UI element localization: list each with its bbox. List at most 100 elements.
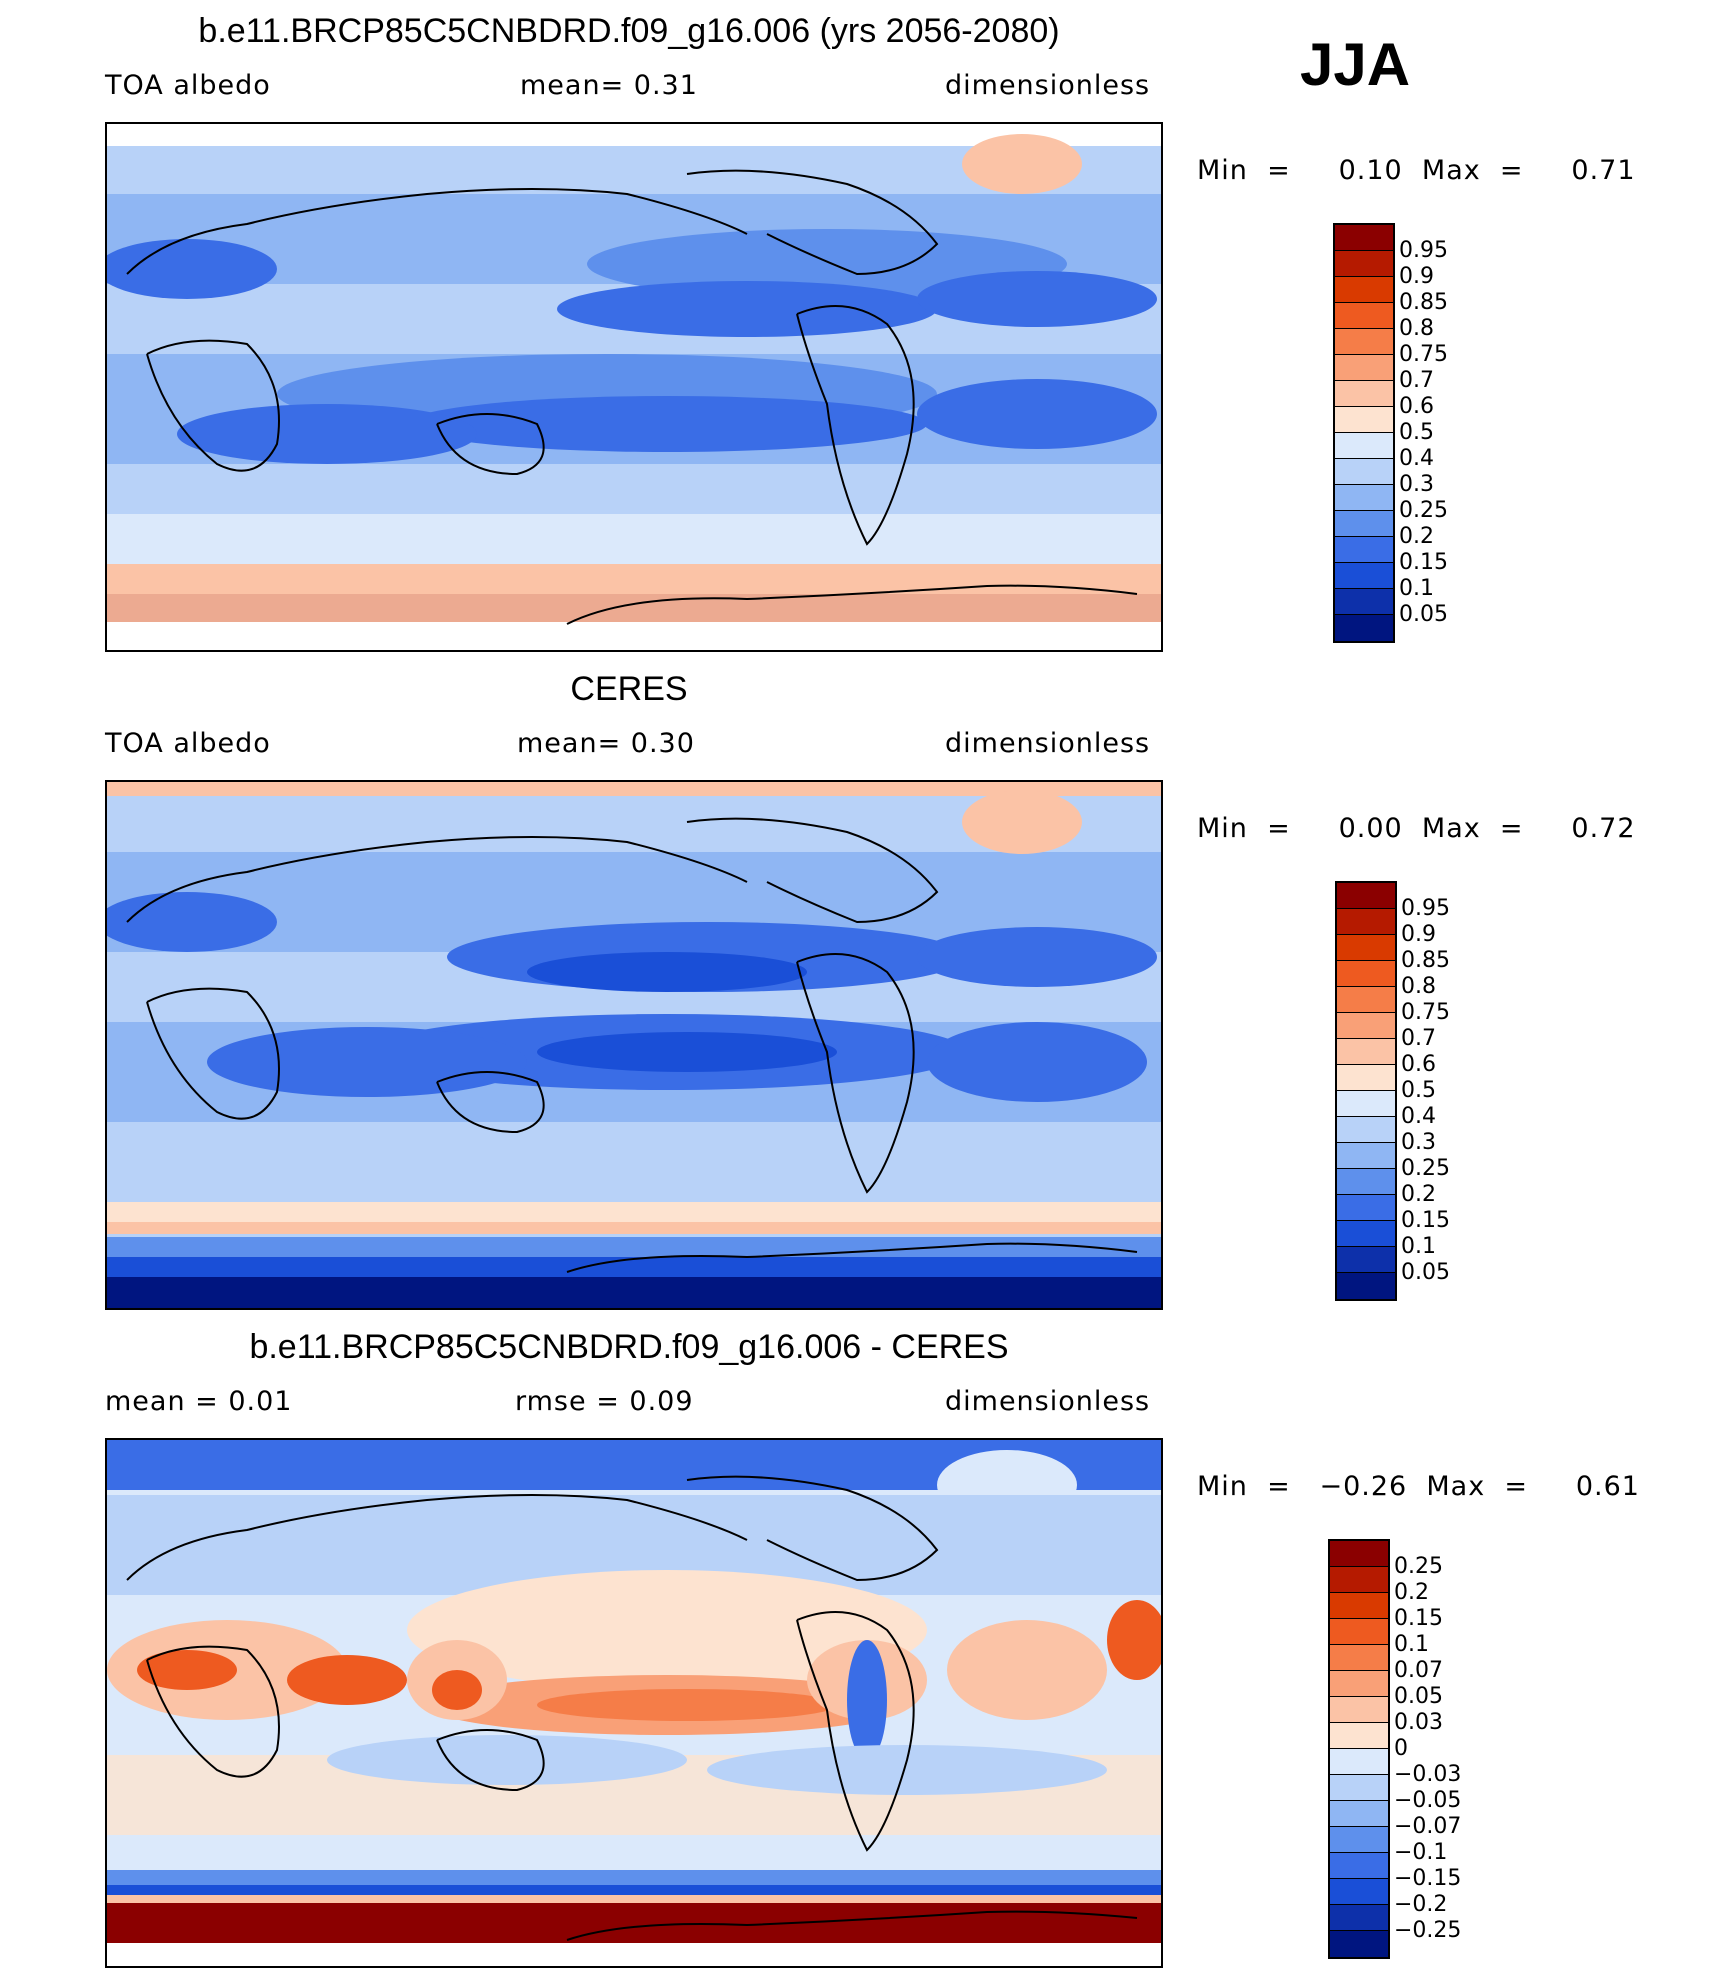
colorbar-label: 0.15 — [1394, 1606, 1443, 1631]
colorbar-swatch — [1337, 883, 1395, 909]
colorbar-label: 0.03 — [1394, 1710, 1443, 1735]
mean-label: mean = 0.01 — [105, 1386, 293, 1417]
colorbar-swatch — [1330, 1697, 1388, 1723]
colorbar-swatch — [1330, 1749, 1388, 1775]
colorbar-label: 0.95 — [1399, 238, 1448, 263]
colorbar-swatch — [1335, 433, 1393, 459]
units-label: dimensionless — [945, 728, 1151, 759]
colorbar-label: 0.05 — [1401, 1260, 1450, 1285]
colorbar-swatch — [1330, 1567, 1388, 1593]
colorbar-swatch — [1337, 1169, 1395, 1195]
colorbar-swatch — [1337, 909, 1395, 935]
colorbar-label: 0.3 — [1399, 472, 1434, 497]
colorbar-label: 0.1 — [1394, 1632, 1429, 1657]
panel-title-model: b.e11.BRCP85C5CNBDRD.f09_g16.006 (yrs 20… — [198, 12, 1060, 50]
colorbar-swatch — [1335, 511, 1393, 537]
colorbar-swatch — [1337, 1065, 1395, 1091]
units-label: dimensionless — [945, 1386, 1151, 1417]
colorbar-swatches — [1328, 1539, 1390, 1959]
colorbar-swatch — [1335, 355, 1393, 381]
colorbar-swatch — [1335, 589, 1393, 615]
colorbar-swatch — [1335, 381, 1393, 407]
colorbar-swatch — [1330, 1671, 1388, 1697]
minmax-model: Min = 0.10 Max = 0.71 — [1197, 155, 1636, 186]
colorbar-swatch — [1335, 251, 1393, 277]
colorbar-label: 0.05 — [1394, 1684, 1443, 1709]
colorbar-label: 0.4 — [1401, 1104, 1436, 1129]
colorbar-label: 0.8 — [1401, 974, 1436, 999]
minmax-obs: Min = 0.00 Max = 0.72 — [1197, 813, 1636, 844]
mean-label: mean= 0.31 — [520, 70, 698, 101]
colorbar-label: −0.2 — [1394, 1892, 1448, 1917]
colorbar-label: −0.25 — [1394, 1918, 1462, 1943]
colorbar-swatch — [1330, 1853, 1388, 1879]
colorbar-label: −0.07 — [1394, 1814, 1462, 1839]
colorbar-swatch — [1337, 935, 1395, 961]
colorbar-label: 0.9 — [1399, 264, 1434, 289]
colorbar-label: 0.95 — [1401, 896, 1450, 921]
colorbar-label: 0.25 — [1399, 498, 1448, 523]
colorbar-swatch — [1337, 1117, 1395, 1143]
colorbar-label: 0.3 — [1401, 1130, 1436, 1155]
colorbar-swatch — [1337, 1091, 1395, 1117]
colorbar-swatch — [1330, 1541, 1388, 1567]
colorbar-swatch — [1337, 1039, 1395, 1065]
colorbar-label: −0.15 — [1394, 1866, 1462, 1891]
colorbar-swatch — [1330, 1931, 1388, 1957]
colorbar-label: 0 — [1394, 1736, 1408, 1761]
colorbar-label: 0.15 — [1399, 550, 1448, 575]
colorbar-swatch — [1335, 277, 1393, 303]
colorbar-swatch — [1335, 615, 1393, 641]
colorbar-label: 0.5 — [1401, 1078, 1436, 1103]
colorbar-label: 0.07 — [1394, 1658, 1443, 1683]
colorbar-swatches — [1335, 881, 1397, 1301]
colorbar-label: 0.05 — [1399, 602, 1448, 627]
colorbar-swatch — [1337, 987, 1395, 1013]
colorbar-label: 0.85 — [1401, 948, 1450, 973]
colorbar-label: 0.25 — [1394, 1554, 1443, 1579]
colorbar-swatch — [1337, 961, 1395, 987]
colorbar-label: 0.4 — [1399, 446, 1434, 471]
colorbar-label: 0.9 — [1401, 922, 1436, 947]
variable-label: TOA albedo — [105, 70, 271, 101]
colorbar-label: −0.03 — [1394, 1762, 1462, 1787]
colorbar-label: 0.75 — [1399, 342, 1448, 367]
panel-title-obs: CERES — [570, 670, 688, 708]
colorbar-label: 0.25 — [1401, 1156, 1450, 1181]
colorbar-swatch — [1330, 1827, 1388, 1853]
colorbar-swatch — [1330, 1775, 1388, 1801]
colorbar-label: 0.75 — [1401, 1000, 1450, 1025]
variable-label: TOA albedo — [105, 728, 271, 759]
colorbar-swatch — [1335, 537, 1393, 563]
colorbar-swatch — [1330, 1645, 1388, 1671]
colorbar-label: 0.85 — [1399, 290, 1448, 315]
colorbar-label: 0.6 — [1401, 1052, 1436, 1077]
colorbar-swatch — [1337, 1273, 1395, 1299]
colorbar-label: −0.05 — [1394, 1788, 1462, 1813]
colorbar-swatch — [1330, 1879, 1388, 1905]
colorbar-label: 0.7 — [1401, 1026, 1436, 1051]
colorbar-swatch — [1337, 1247, 1395, 1273]
colorbar-swatch — [1337, 1195, 1395, 1221]
colorbar-swatch — [1335, 563, 1393, 589]
colorbar-swatch — [1335, 407, 1393, 433]
season-label: JJA — [1300, 31, 1411, 98]
colorbar-swatch — [1337, 1221, 1395, 1247]
colorbar-swatch — [1330, 1593, 1388, 1619]
colorbar-label: 0.15 — [1401, 1208, 1450, 1233]
colorbar-label: −0.1 — [1394, 1840, 1448, 1865]
units-label: dimensionless — [945, 70, 1151, 101]
colorbar-swatches — [1333, 223, 1395, 643]
colorbar-label: 0.6 — [1399, 394, 1434, 419]
colorbar-label: 0.2 — [1399, 524, 1434, 549]
colorbar-label: 0.2 — [1401, 1182, 1436, 1207]
colorbar-swatch — [1337, 1143, 1395, 1169]
mean-label: mean= 0.30 — [517, 728, 695, 759]
colorbar-swatch — [1335, 485, 1393, 511]
rmse-label: rmse = 0.09 — [515, 1386, 694, 1417]
colorbar-label: 0.5 — [1399, 420, 1434, 445]
minmax-diff: Min = −0.26 Max = 0.61 — [1197, 1471, 1640, 1502]
colorbar-label: 0.7 — [1399, 368, 1434, 393]
map-obs — [105, 780, 1163, 1310]
colorbar-label: 0.1 — [1401, 1234, 1436, 1259]
